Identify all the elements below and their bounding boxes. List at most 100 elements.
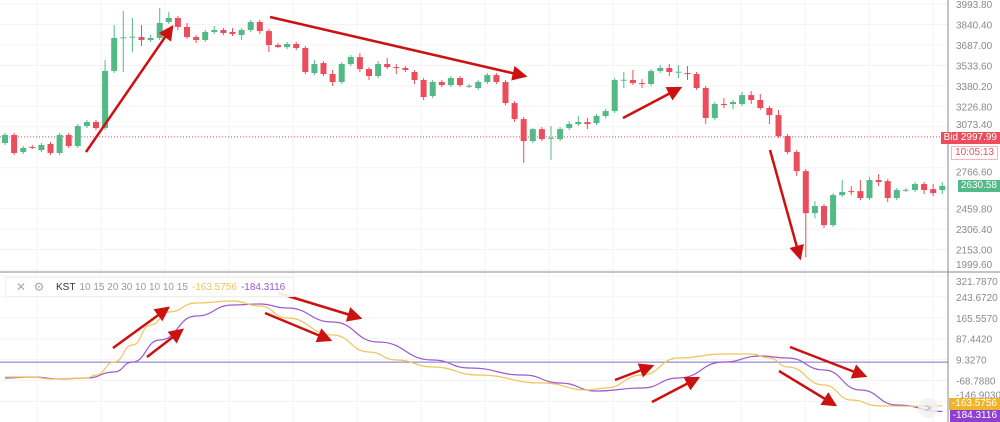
candle-body — [848, 191, 855, 193]
candle — [329, 69, 336, 87]
candle — [238, 27, 245, 40]
candle-body — [256, 21, 263, 32]
candle-body — [666, 67, 673, 73]
candle-body — [275, 45, 281, 48]
candle — [930, 184, 937, 197]
candle — [302, 45, 309, 75]
candle-body — [29, 146, 36, 148]
candle-body — [338, 63, 345, 83]
candle-body — [538, 129, 545, 140]
candle — [775, 110, 782, 139]
candle — [220, 27, 227, 36]
candle — [693, 72, 700, 91]
price-axis-label: 3226.80 — [956, 102, 993, 113]
candle — [893, 188, 900, 201]
candle-body — [475, 82, 482, 89]
candle — [29, 144, 36, 149]
indicator-legend: ✕ ⚙ KST 10 15 20 30 10 10 10 15 -163.575… — [5, 277, 295, 297]
candle — [20, 146, 27, 155]
candle — [247, 19, 254, 32]
candle — [111, 25, 118, 74]
candle — [711, 102, 718, 121]
candle-body — [921, 184, 928, 191]
candle-body — [74, 126, 81, 147]
candle — [184, 23, 190, 40]
candle-body — [420, 80, 427, 98]
bid-price: 2997.99 — [960, 132, 997, 143]
kst-value-tag: -163.5756 — [948, 398, 1000, 410]
candle — [875, 174, 882, 187]
candle-body — [548, 137, 554, 139]
candle — [857, 180, 864, 201]
bid-label: Bid — [943, 132, 959, 143]
candle-body — [866, 180, 873, 199]
price-axis-label: 2306.40 — [956, 225, 993, 236]
candle-body — [129, 36, 136, 38]
trend-arrow — [622, 86, 683, 120]
candle-body — [629, 80, 636, 84]
candle-body — [802, 171, 809, 214]
bid-countdown: 10:05:13 — [951, 146, 998, 160]
candle-body — [648, 71, 655, 85]
candle-body — [566, 124, 573, 129]
candle — [739, 92, 746, 107]
candle — [393, 63, 400, 75]
trend-arrow — [264, 311, 333, 343]
close-icon[interactable]: ✕ — [15, 280, 27, 294]
candle-body — [147, 37, 154, 40]
price-axis-label: 3993.80 — [956, 0, 993, 11]
candle-body — [684, 73, 691, 75]
candle-body — [111, 37, 118, 71]
candle — [284, 41, 291, 50]
candle-body — [138, 37, 145, 40]
candle-body — [730, 102, 736, 105]
candle — [784, 134, 791, 155]
candle — [502, 80, 509, 106]
candle — [338, 61, 345, 85]
candle — [484, 73, 491, 85]
price-axis-label: 2459.80 — [956, 205, 993, 216]
candle — [884, 179, 891, 203]
candle-body — [693, 74, 700, 89]
signal-value-tag: -184.3116 — [949, 410, 1000, 422]
trend-arrow — [614, 363, 655, 382]
candle — [720, 98, 727, 109]
candle — [529, 128, 536, 143]
candle — [320, 61, 327, 77]
candle — [675, 65, 682, 79]
candle — [447, 76, 454, 88]
candle-body — [229, 31, 236, 34]
chevron-right-icon[interactable]: > — [918, 398, 938, 418]
candle-body — [102, 70, 109, 129]
candle-body — [329, 74, 336, 83]
candle — [766, 106, 773, 125]
candle — [830, 193, 837, 228]
candle — [648, 69, 655, 87]
candle — [74, 124, 81, 149]
candle-body — [757, 100, 764, 109]
candle — [548, 126, 554, 161]
candle — [47, 142, 54, 155]
candle-body — [811, 206, 818, 214]
candle-body — [575, 122, 582, 125]
candle — [566, 121, 573, 131]
candle — [38, 142, 45, 153]
indicator-params: 10 15 20 30 10 10 10 15 — [79, 281, 188, 293]
candle-body — [56, 134, 63, 153]
candle-body — [839, 192, 846, 196]
candle-body — [639, 83, 645, 85]
candle — [429, 80, 436, 99]
candle-body — [529, 129, 536, 142]
candle-body — [466, 85, 473, 87]
candle — [839, 180, 846, 198]
candle-body — [302, 47, 309, 73]
candle-body — [47, 144, 54, 153]
candle — [921, 182, 928, 195]
candle-body — [2, 134, 8, 143]
gear-icon[interactable]: ⚙ — [33, 280, 45, 294]
candle-body — [393, 67, 400, 69]
trend-arrow — [112, 306, 171, 350]
candle — [457, 76, 463, 88]
candle — [575, 116, 582, 127]
